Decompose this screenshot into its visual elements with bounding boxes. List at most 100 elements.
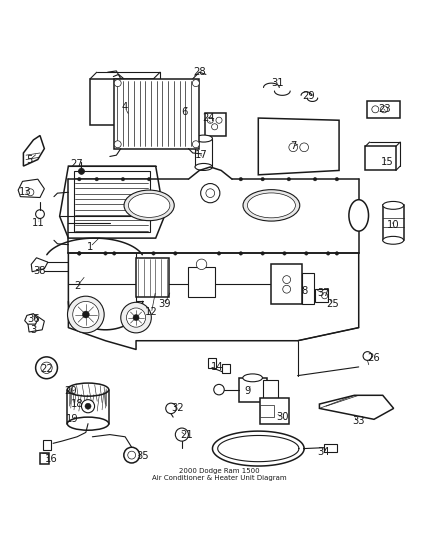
Ellipse shape: [124, 190, 174, 221]
Circle shape: [207, 117, 213, 123]
Text: 9: 9: [244, 386, 251, 396]
Circle shape: [124, 447, 140, 463]
Text: 13: 13: [18, 187, 31, 197]
Circle shape: [214, 384, 224, 395]
Text: 10: 10: [387, 220, 400, 230]
Circle shape: [95, 177, 99, 181]
Circle shape: [283, 252, 286, 255]
Bar: [272, 264, 302, 304]
Text: 2: 2: [74, 281, 80, 291]
Text: 33: 33: [353, 416, 365, 426]
Text: 4: 4: [122, 102, 128, 112]
Circle shape: [73, 302, 99, 328]
Circle shape: [192, 79, 199, 87]
Circle shape: [212, 124, 218, 130]
Circle shape: [173, 252, 177, 255]
Circle shape: [127, 308, 146, 327]
Circle shape: [67, 296, 104, 333]
Bar: [302, 273, 314, 304]
Circle shape: [114, 141, 121, 148]
Text: 7: 7: [290, 141, 297, 151]
Circle shape: [148, 177, 151, 181]
Text: 39: 39: [158, 298, 171, 309]
Circle shape: [85, 403, 91, 409]
Circle shape: [321, 293, 328, 299]
Circle shape: [192, 141, 199, 148]
Circle shape: [41, 362, 52, 374]
Text: 34: 34: [318, 447, 330, 457]
Circle shape: [313, 177, 317, 181]
Ellipse shape: [383, 201, 404, 209]
Circle shape: [113, 252, 116, 255]
Text: 26: 26: [367, 353, 380, 363]
Text: 27: 27: [71, 159, 84, 169]
Circle shape: [335, 177, 339, 181]
Circle shape: [363, 352, 372, 360]
Bar: [261, 398, 289, 424]
Circle shape: [261, 177, 265, 181]
Text: 5: 5: [26, 155, 32, 165]
Text: 38: 38: [34, 266, 46, 276]
Circle shape: [300, 143, 308, 152]
Bar: [223, 364, 230, 374]
Bar: [90, 79, 153, 125]
Polygon shape: [258, 118, 339, 175]
Text: 32: 32: [171, 403, 184, 414]
Circle shape: [304, 252, 308, 255]
Text: 12: 12: [145, 308, 158, 317]
Circle shape: [104, 252, 107, 255]
Bar: [188, 266, 215, 297]
Bar: [324, 444, 337, 451]
Text: 14: 14: [211, 362, 223, 372]
Bar: [136, 258, 169, 297]
Text: 2000 Dodge Ram 1500
Air Conditioner & Heater Unit Diagram: 2000 Dodge Ram 1500 Air Conditioner & He…: [152, 469, 286, 481]
Text: 18: 18: [71, 399, 83, 409]
Ellipse shape: [243, 190, 300, 221]
Circle shape: [175, 428, 188, 441]
Circle shape: [133, 314, 139, 321]
Text: 31: 31: [272, 78, 284, 88]
Polygon shape: [28, 314, 44, 332]
Ellipse shape: [243, 374, 262, 382]
Text: 25: 25: [326, 298, 339, 309]
Text: 35: 35: [136, 451, 149, 462]
Circle shape: [35, 210, 44, 219]
Circle shape: [78, 177, 81, 181]
Ellipse shape: [67, 417, 109, 430]
Bar: [43, 440, 51, 450]
Circle shape: [81, 400, 95, 413]
Text: 11: 11: [32, 218, 44, 228]
Text: 22: 22: [40, 364, 53, 374]
Text: 19: 19: [67, 414, 79, 424]
Polygon shape: [25, 313, 38, 324]
Bar: [367, 101, 400, 118]
Ellipse shape: [195, 164, 212, 171]
Circle shape: [114, 79, 121, 87]
Circle shape: [166, 403, 176, 414]
Circle shape: [289, 143, 297, 152]
Bar: [195, 139, 212, 167]
Circle shape: [261, 252, 265, 255]
Ellipse shape: [195, 135, 212, 142]
Circle shape: [326, 252, 330, 255]
Text: 20: 20: [64, 386, 77, 396]
Circle shape: [121, 106, 129, 113]
Text: 17: 17: [195, 150, 208, 160]
Circle shape: [372, 106, 379, 113]
Circle shape: [381, 106, 388, 113]
Ellipse shape: [247, 193, 295, 218]
Circle shape: [78, 252, 81, 255]
Circle shape: [128, 451, 136, 459]
Text: 28: 28: [193, 67, 206, 77]
Polygon shape: [60, 166, 164, 238]
Circle shape: [152, 252, 155, 255]
Text: 15: 15: [381, 157, 393, 167]
Circle shape: [78, 252, 81, 255]
Circle shape: [78, 168, 85, 174]
Text: 3: 3: [30, 325, 36, 335]
Bar: [205, 113, 226, 135]
Circle shape: [239, 177, 243, 181]
Ellipse shape: [349, 200, 368, 231]
Bar: [261, 405, 274, 417]
Circle shape: [82, 311, 89, 318]
